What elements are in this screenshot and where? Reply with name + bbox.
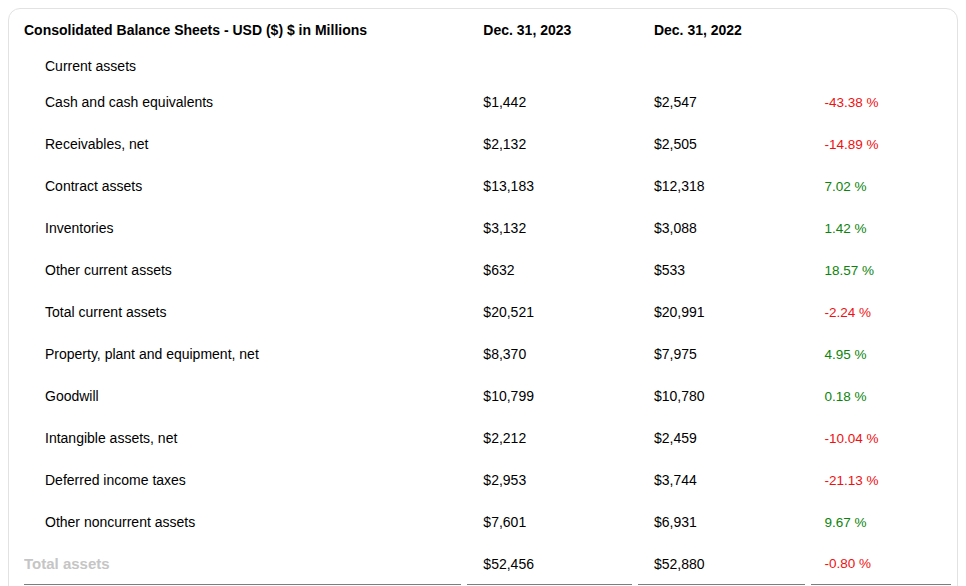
change-percent: -43.38 % [811,81,951,123]
value-2023: $632 [467,249,632,291]
row-label: Inventories [24,207,461,249]
table-row: Goodwill$10,799$10,7800.18 % [24,375,951,417]
table-row: Other current assets$632$53318.57 % [24,249,951,291]
change-percent: 7.02 % [811,165,951,207]
table-row: Property, plant and equipment, net$8,370… [24,333,951,375]
balance-sheet-card: Consolidated Balance Sheets - USD ($) $ … [8,8,958,586]
value-2022: $2,505 [638,123,806,165]
table-row: Deferred income taxes$2,953$3,744-21.13 … [24,459,951,501]
balance-sheet-table: Consolidated Balance Sheets - USD ($) $ … [18,9,957,585]
column-header-2022: Dec. 31, 2022 [638,9,806,51]
value-2023 [467,51,632,81]
row-label: Intangible assets, net [24,417,461,459]
row-label: Other noncurrent assets [24,501,461,543]
row-label: Deferred income taxes [24,459,461,501]
value-2023: $8,370 [467,333,632,375]
change-percent: 1.42 % [811,207,951,249]
total-row: Total assets$52,456$52,880-0.80 % [24,543,951,585]
row-label: Current assets [24,51,461,81]
row-label: Total assets [24,543,461,585]
value-2023: $52,456 [467,543,632,585]
value-2022: $10,780 [638,375,806,417]
table-row: Receivables, net$2,132$2,505-14.89 % [24,123,951,165]
value-2022: $2,547 [638,81,806,123]
row-label: Property, plant and equipment, net [24,333,461,375]
value-2022: $3,744 [638,459,806,501]
value-2023: $3,132 [467,207,632,249]
column-header-2023: Dec. 31, 2023 [467,9,632,51]
table-row: Contract assets$13,183$12,3187.02 % [24,165,951,207]
change-percent: -21.13 % [811,459,951,501]
value-2022: $52,880 [638,543,806,585]
change-percent: -14.89 % [811,123,951,165]
row-label: Contract assets [24,165,461,207]
table-title: Consolidated Balance Sheets - USD ($) $ … [24,9,461,51]
table-row: Other noncurrent assets$7,601$6,9319.67 … [24,501,951,543]
table-header-row: Consolidated Balance Sheets - USD ($) $ … [24,9,951,51]
change-percent: 18.57 % [811,249,951,291]
value-2023: $2,953 [467,459,632,501]
change-percent: 4.95 % [811,333,951,375]
value-2023: $10,799 [467,375,632,417]
value-2022: $533 [638,249,806,291]
table-row: Total current assets$20,521$20,991-2.24 … [24,291,951,333]
row-label: Receivables, net [24,123,461,165]
value-2022: $7,975 [638,333,806,375]
value-2023: $13,183 [467,165,632,207]
value-2023: $7,601 [467,501,632,543]
value-2022: $12,318 [638,165,806,207]
row-label: Other current assets [24,249,461,291]
table-row: Cash and cash equivalents$1,442$2,547-43… [24,81,951,123]
value-2023: $2,132 [467,123,632,165]
change-percent [811,51,951,81]
row-label: Goodwill [24,375,461,417]
row-label: Total current assets [24,291,461,333]
table-row: Inventories$3,132$3,0881.42 % [24,207,951,249]
balance-sheet-body: Current assetsCash and cash equivalents$… [24,51,951,585]
value-2022: $3,088 [638,207,806,249]
value-2022: $2,459 [638,417,806,459]
value-2023: $20,521 [467,291,632,333]
change-percent: -2.24 % [811,291,951,333]
value-2023: $1,442 [467,81,632,123]
section-header-row: Current assets [24,51,951,81]
value-2022: $6,931 [638,501,806,543]
value-2022 [638,51,806,81]
column-header-change [811,9,951,51]
change-percent: 0.18 % [811,375,951,417]
change-percent: 9.67 % [811,501,951,543]
row-label: Cash and cash equivalents [24,81,461,123]
change-percent: -0.80 % [811,543,951,585]
table-row: Intangible assets, net$2,212$2,459-10.04… [24,417,951,459]
value-2023: $2,212 [467,417,632,459]
value-2022: $20,991 [638,291,806,333]
change-percent: -10.04 % [811,417,951,459]
